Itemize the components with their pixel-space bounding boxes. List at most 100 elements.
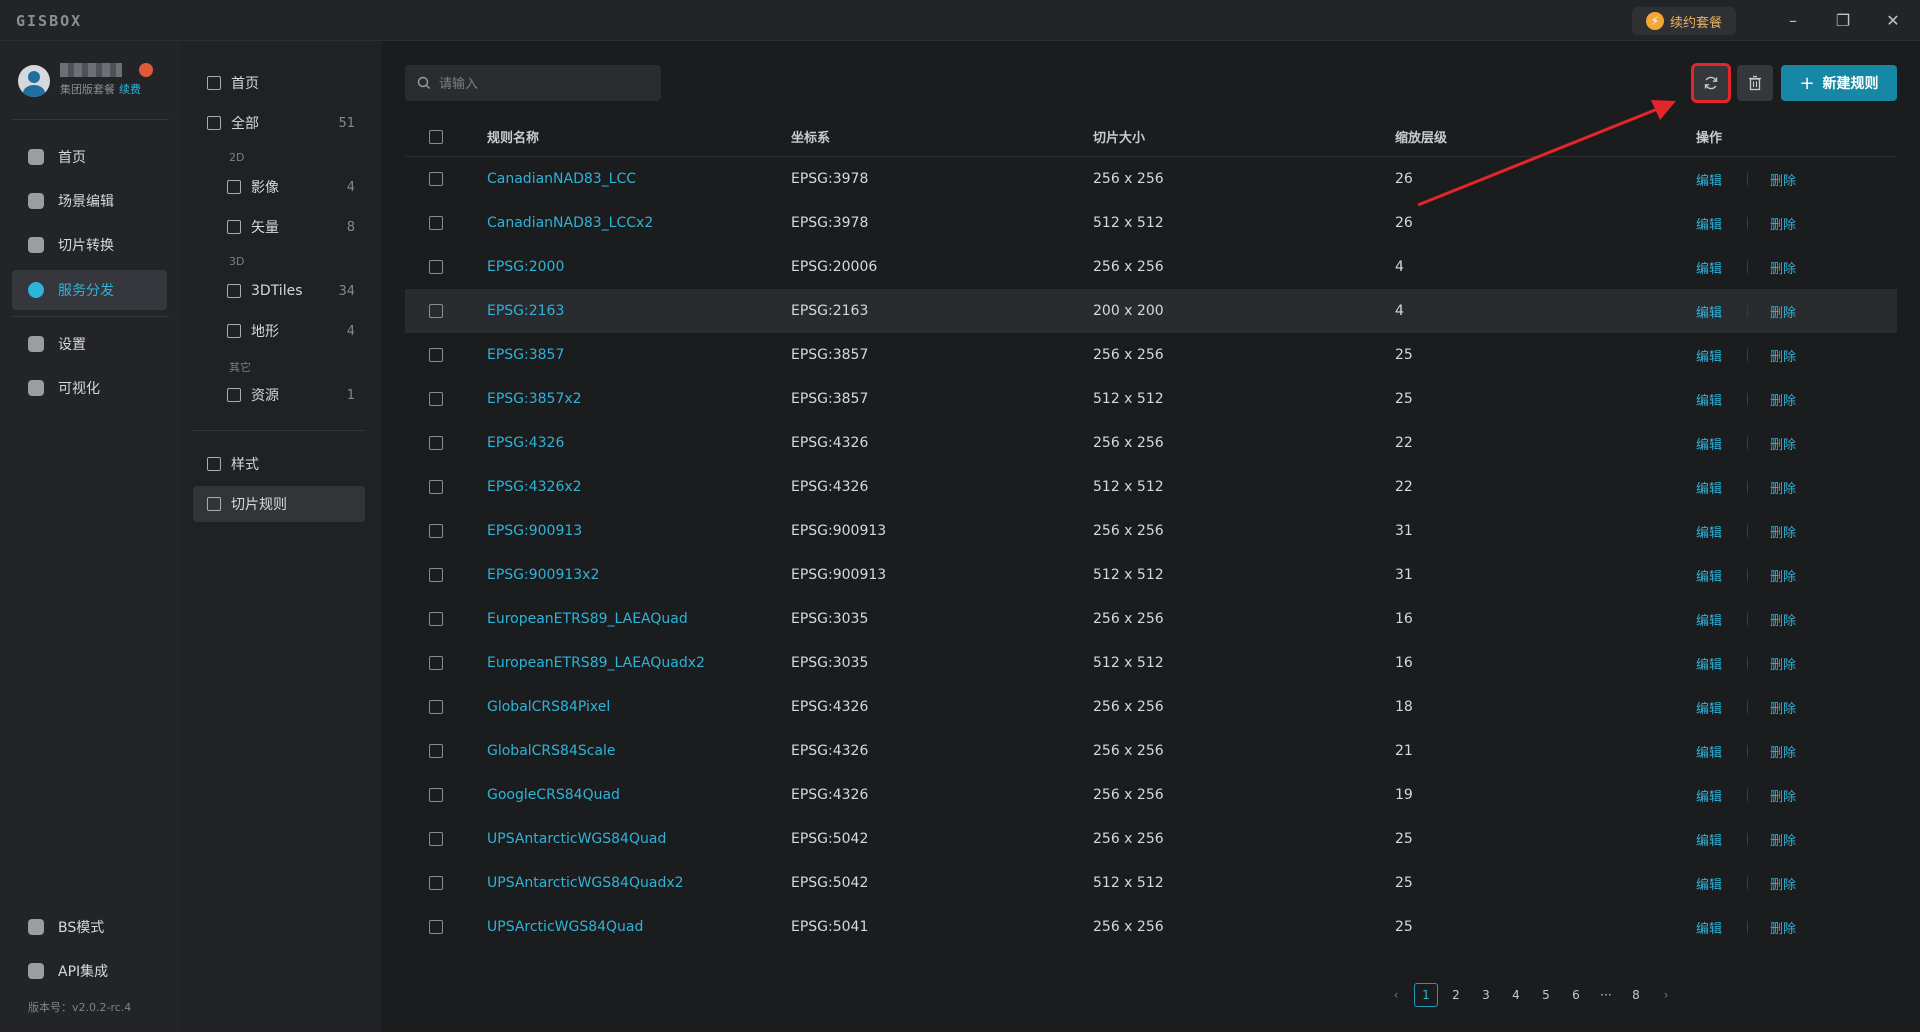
nav-item-service-publish[interactable]: 服务分发 <box>12 270 167 310</box>
edit-link[interactable]: 编辑 <box>1696 261 1723 277</box>
table-row[interactable]: GlobalCRS84Scale EPSG:4326 256 x 256 21 编辑 删除 <box>405 729 1897 773</box>
edit-link[interactable]: 编辑 <box>1696 657 1723 673</box>
page-button[interactable]: 8 <box>1632 988 1640 1002</box>
rule-name-link[interactable]: UPSArcticWGS84Quad <box>487 919 644 935</box>
delete-link[interactable]: 删除 <box>1770 789 1797 805</box>
page-button[interactable]: 1 <box>1414 983 1438 1007</box>
page-button[interactable]: 2 <box>1452 988 1460 1002</box>
row-checkbox[interactable] <box>429 788 443 802</box>
minimize-icon[interactable]: – <box>1789 10 1797 30</box>
delete-link[interactable]: 删除 <box>1770 305 1797 321</box>
sub-item-imagery[interactable]: 影像 4 <box>193 169 365 205</box>
rule-name-link[interactable]: GlobalCRS84Scale <box>487 743 616 759</box>
table-row[interactable]: GoogleCRS84Quad EPSG:4326 256 x 256 19 编辑 删除 <box>405 773 1897 817</box>
edit-link[interactable]: 编辑 <box>1696 833 1723 849</box>
edit-link[interactable]: 编辑 <box>1696 481 1723 497</box>
delete-link[interactable]: 删除 <box>1770 349 1797 365</box>
table-row[interactable]: UPSAntarcticWGS84Quadx2 EPSG:5042 512 x 51… <box>405 861 1897 905</box>
delete-link[interactable]: 删除 <box>1770 437 1797 453</box>
row-checkbox[interactable] <box>429 480 443 494</box>
renew-plan-button[interactable]: ⚡ 续约套餐 <box>1632 7 1736 35</box>
table-row[interactable]: EPSG:2000 EPSG:20006 256 x 256 4 编辑 删除 <box>405 245 1897 289</box>
nav-item-settings[interactable]: 设置 <box>12 324 167 364</box>
edit-link[interactable]: 编辑 <box>1696 921 1723 937</box>
delete-link[interactable]: 删除 <box>1770 701 1797 717</box>
delete-selected-button[interactable] <box>1737 65 1773 101</box>
table-row[interactable]: EPSG:4326 EPSG:4326 256 x 256 22 编辑 删除 <box>405 421 1897 465</box>
delete-link[interactable]: 删除 <box>1770 569 1797 585</box>
sub-item-terrain[interactable]: 地形 4 <box>193 313 365 349</box>
delete-link[interactable]: 删除 <box>1770 393 1797 409</box>
row-checkbox[interactable] <box>429 260 443 274</box>
rule-name-link[interactable]: EPSG:900913 <box>487 523 583 539</box>
sub-item-home[interactable]: 首页 <box>193 65 365 101</box>
table-row[interactable]: EuropeanETRS89_LAEAQuadx2 EPSG:3035 512 x … <box>405 641 1897 685</box>
edit-link[interactable]: 编辑 <box>1696 437 1723 453</box>
row-checkbox[interactable] <box>429 172 443 186</box>
rule-name-link[interactable]: CanadianNAD83_LCC <box>487 171 637 187</box>
delete-link[interactable]: 删除 <box>1770 921 1797 937</box>
row-checkbox[interactable] <box>429 832 443 846</box>
rule-name-link[interactable]: GoogleCRS84Quad <box>487 787 620 803</box>
nav-item-bs-mode[interactable]: BS模式 <box>12 907 167 947</box>
rule-name-link[interactable]: EPSG:4326x2 <box>487 479 582 495</box>
row-checkbox[interactable] <box>429 304 443 318</box>
rule-name-link[interactable]: UPSAntarcticWGS84Quadx2 <box>487 875 684 891</box>
table-row[interactable]: GlobalCRS84Pixel EPSG:4326 256 x 256 18 编辑 删除 <box>405 685 1897 729</box>
rule-name-link[interactable]: EPSG:3857 <box>487 347 565 363</box>
sub-item-resource[interactable]: 资源 1 <box>193 377 365 413</box>
page-ellipsis[interactable]: ··· <box>1600 988 1612 1002</box>
row-checkbox[interactable] <box>429 216 443 230</box>
search-box[interactable] <box>405 65 661 101</box>
rule-name-link[interactable]: EuropeanETRS89_LAEAQuadx2 <box>487 655 705 671</box>
rule-name-link[interactable]: UPSAntarcticWGS84Quad <box>487 831 667 847</box>
table-row[interactable]: EPSG:900913x2 EPSG:900913 512 x 512 31 编辑 删除 <box>405 553 1897 597</box>
sub-item-vector[interactable]: 矢量 8 <box>193 209 365 245</box>
row-checkbox[interactable] <box>429 524 443 538</box>
delete-link[interactable]: 删除 <box>1770 745 1797 761</box>
sub-item-3dtiles[interactable]: 3DTiles 34 <box>193 273 365 309</box>
rule-name-link[interactable]: EPSG:2000 <box>487 259 565 275</box>
edit-link[interactable]: 编辑 <box>1696 305 1723 321</box>
nav-item-tile-convert[interactable]: 切片转换 <box>12 225 167 265</box>
close-icon[interactable]: ✕ <box>1886 10 1900 30</box>
avatar[interactable] <box>18 65 50 97</box>
page-button[interactable]: 5 <box>1542 988 1550 1002</box>
delete-link[interactable]: 删除 <box>1770 877 1797 893</box>
edit-link[interactable]: 编辑 <box>1696 701 1723 717</box>
row-checkbox[interactable] <box>429 656 443 670</box>
edit-link[interactable]: 编辑 <box>1696 613 1723 629</box>
next-page-icon[interactable]: › <box>1663 988 1669 1002</box>
table-row[interactable]: EPSG:3857 EPSG:3857 256 x 256 25 编辑 删除 <box>405 333 1897 377</box>
delete-link[interactable]: 删除 <box>1770 613 1797 629</box>
rule-name-link[interactable]: CanadianNAD83_LCCx2 <box>487 215 654 231</box>
edit-link[interactable]: 编辑 <box>1696 393 1723 409</box>
sub-item-tile-rules[interactable]: 切片规则 <box>193 486 365 522</box>
renew-link[interactable]: 续费 <box>119 83 141 96</box>
restore-icon[interactable]: ❐ <box>1835 10 1851 30</box>
delete-link[interactable]: 删除 <box>1770 833 1797 849</box>
rule-name-link[interactable]: EPSG:2163 <box>487 303 565 319</box>
table-row[interactable]: EPSG:900913 EPSG:900913 256 x 256 31 编辑 删除 <box>405 509 1897 553</box>
nav-item-home[interactable]: 首页 <box>12 137 167 177</box>
edit-link[interactable]: 编辑 <box>1696 877 1723 893</box>
table-row[interactable]: EPSG:2163 EPSG:2163 200 x 200 4 编辑 删除 <box>405 289 1897 333</box>
refresh-button[interactable] <box>1691 63 1731 103</box>
rule-name-link[interactable]: GlobalCRS84Pixel <box>487 699 611 715</box>
edit-link[interactable]: 编辑 <box>1696 525 1723 541</box>
row-checkbox[interactable] <box>429 876 443 890</box>
table-row[interactable]: EPSG:4326x2 EPSG:4326 512 x 512 22 编辑 删除 <box>405 465 1897 509</box>
edit-link[interactable]: 编辑 <box>1696 789 1723 805</box>
table-row[interactable]: CanadianNAD83_LCCx2 EPSG:3978 512 x 512 26 编… <box>405 201 1897 245</box>
row-checkbox[interactable] <box>429 348 443 362</box>
nav-item-api[interactable]: API集成 <box>12 951 167 991</box>
page-button[interactable]: 6 <box>1572 988 1580 1002</box>
row-checkbox[interactable] <box>429 744 443 758</box>
table-row[interactable]: EPSG:3857x2 EPSG:3857 512 x 512 25 编辑 删除 <box>405 377 1897 421</box>
sub-item-style[interactable]: 样式 <box>193 446 365 482</box>
delete-link[interactable]: 删除 <box>1770 173 1797 189</box>
edit-link[interactable]: 编辑 <box>1696 745 1723 761</box>
nav-item-scene-edit[interactable]: 场景编辑 <box>12 181 167 221</box>
edit-link[interactable]: 编辑 <box>1696 569 1723 585</box>
nav-item-visualization[interactable]: 可视化 <box>12 368 167 408</box>
